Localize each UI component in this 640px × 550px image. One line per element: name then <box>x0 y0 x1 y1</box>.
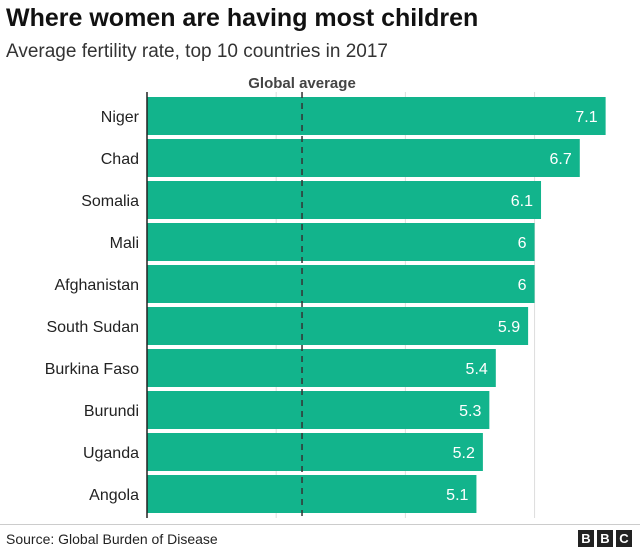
source-note: Source: Global Burden of Disease <box>6 531 218 547</box>
logo-letter: B <box>597 530 613 547</box>
value-label: 6.1 <box>511 193 533 210</box>
category-label: Somalia <box>81 193 139 210</box>
bar <box>147 181 542 219</box>
bar <box>147 265 535 303</box>
logo-letter: B <box>578 530 594 547</box>
value-label: 5.3 <box>459 403 481 420</box>
category-label: South Sudan <box>46 319 139 336</box>
logo-letter: C <box>616 530 632 547</box>
footer-divider <box>0 524 640 525</box>
value-label: 6 <box>518 277 527 294</box>
value-label: 7.1 <box>575 109 597 126</box>
chart-title: Where women are having most children <box>6 4 479 32</box>
value-label: 6 <box>518 235 527 252</box>
category-label: Afghanistan <box>54 277 139 294</box>
bar <box>147 139 580 177</box>
bar-chart: Global average Niger 7.1 Chad 6.7 Somalia 6.1… <box>45 75 606 518</box>
bbc-logo: B B C <box>578 530 632 547</box>
bar <box>147 223 535 261</box>
bar <box>147 433 483 471</box>
category-label: Angola <box>89 487 139 504</box>
bar <box>147 391 490 429</box>
value-label: 5.9 <box>498 319 520 336</box>
bars <box>147 97 606 513</box>
value-label: 5.4 <box>466 361 488 378</box>
category-label: Chad <box>101 151 139 168</box>
labels: Niger 7.1 Chad 6.7 Somalia 6.1 Mali 6 Afghanista… <box>45 92 598 518</box>
category-label: Niger <box>101 109 140 126</box>
category-label: Uganda <box>83 445 139 462</box>
category-label: Burundi <box>84 403 139 420</box>
bar <box>147 307 529 345</box>
value-label: 6.7 <box>550 151 572 168</box>
bar <box>147 97 606 135</box>
value-label: 5.2 <box>453 445 475 462</box>
global-average-label: Global average <box>248 75 356 92</box>
bar <box>147 349 496 387</box>
category-label: Burkina Faso <box>45 361 139 378</box>
reference-line-group: Global average <box>248 75 356 518</box>
chart-subtitle: Average fertility rate, top 10 countries… <box>6 41 388 62</box>
category-label: Mali <box>110 235 139 252</box>
bar <box>147 475 477 513</box>
value-label: 5.1 <box>446 487 468 504</box>
